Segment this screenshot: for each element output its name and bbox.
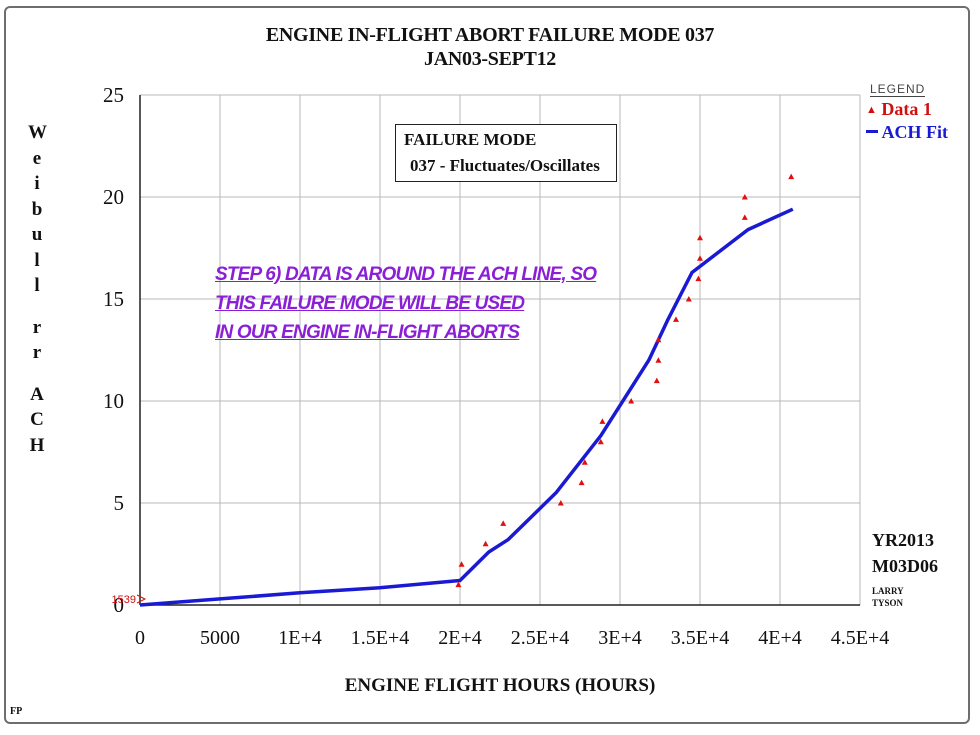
legend: LEGEND ▲ Data 1 ACH Fit [866,80,948,143]
data-point [597,438,604,445]
legend-title: LEGEND [870,82,926,97]
data-point [557,500,564,506]
data-point [653,377,660,384]
data-point [741,194,748,200]
data-point [482,540,489,547]
x-axis-label: ENGINE FLIGHT HOURS (HOURS) [344,675,656,696]
y-tick-label: 10 [103,389,124,413]
data-point [581,459,588,465]
x-tick-label: 1.5E+4 [351,627,410,649]
x-tick-label: 4.5E+4 [831,627,890,649]
corner-mark: FP [10,706,23,717]
data-point [741,214,748,220]
data-point [655,357,662,363]
legend-label-fit: ACH Fit [881,122,949,142]
legend-item-data: ▲ Data 1 [866,98,948,121]
chart-title: ENGINE IN-FLIGHT ABORT FAILURE MODE 037 [265,24,715,46]
data-point [455,581,462,588]
step-note-line-2: THIS FAILURE MODE WILL BE USED [215,293,525,314]
y-tick-label: 5 [114,491,125,515]
failure-mode-heading: FAILURE MODE [404,130,537,149]
data-point [599,418,606,424]
y-axis-label-char: l [34,249,40,271]
triangle-marker-icon: ▲ [866,104,877,116]
y-axis-label-char: r [32,342,42,363]
data-point [788,173,795,180]
y-tick-label: 15 [103,287,124,311]
y-axis-label-char: C [30,409,44,430]
x-tick-label: 2E+4 [438,627,482,649]
x-tick-label: 2.5E+4 [511,627,570,649]
y-axis-label-char: r [32,316,42,338]
y-tick-label: 25 [103,83,124,107]
y-axis-label-char: H [29,434,45,456]
data-point [500,520,507,526]
x-tick-label: 1E+4 [278,627,322,649]
data-point [697,255,703,261]
data-point [697,234,703,241]
y-axis-label-char: u [31,224,43,245]
data-point [695,275,702,282]
date-day: M03D06 [872,556,938,576]
data-point [628,398,635,404]
series-line-ach-fit [139,207,794,607]
date-year: YR2013 [872,530,934,550]
step-note-line-1: STEP 6) DATA IS AROUND THE ACH LINE, SO [215,264,597,285]
x-tick-label: 0 [135,627,145,649]
chart-frame [4,6,970,724]
y-axis-label-char: W [28,122,47,143]
chart-subtitle: JAN03-SEPT12 [424,48,556,70]
x-tick-label: 5000 [200,627,240,649]
y-axis-label-char: e [32,147,42,169]
x-tick-label: 3E+4 [598,627,642,649]
y-axis-label-char: A [30,383,44,405]
data-point [458,561,465,567]
y-tick-label: 20 [103,185,124,209]
failure-mode-box: FAILURE MODE 037 - Fluctuates/Oscillates [395,124,617,182]
step-note-line-3: IN OUR ENGINE IN-FLIGHT ABORTS [215,322,520,343]
origin-marker-label: 1539 [112,594,136,606]
data-point [578,479,585,486]
legend-item-fit: ACH Fit [866,121,948,143]
x-tick-label: 3.5E+4 [671,627,730,649]
y-axis-label-char: i [34,173,40,194]
y-tick-label: 0 [114,593,125,617]
origin-marker-arrow [136,594,147,604]
data-point [673,316,679,322]
failure-mode-description: 037 - Fluctuates/Oscillates [410,156,600,175]
x-tick-label: 4E+4 [758,627,802,649]
y-axis-label-char: l [34,275,40,296]
data-point [655,336,662,343]
line-marker-icon [866,130,878,133]
y-axis-label-char: b [31,198,43,220]
author-last: TYSON [872,598,904,608]
legend-label-data: Data 1 [881,99,932,119]
data-point [685,296,692,302]
author-first: LARRY [872,586,904,596]
